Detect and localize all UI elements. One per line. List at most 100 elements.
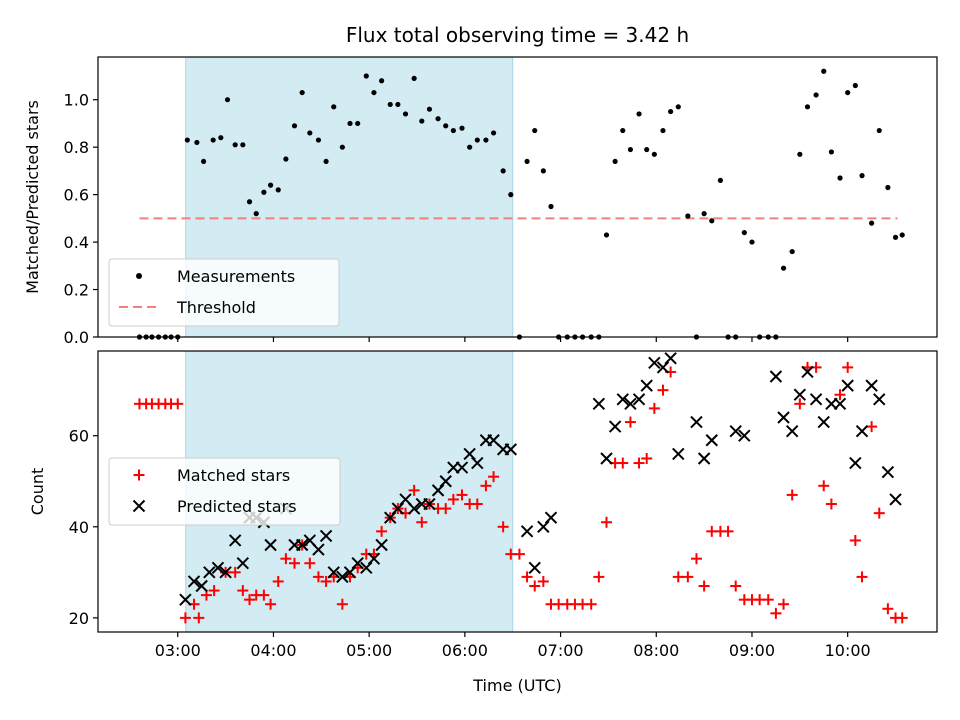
matched-star-point bbox=[537, 575, 549, 587]
matched-star-point bbox=[237, 585, 249, 597]
matched-star-point bbox=[447, 493, 459, 505]
matched-star-point bbox=[280, 553, 292, 565]
top-legend: Measurements Threshold bbox=[108, 258, 340, 327]
predicted-star-point bbox=[343, 566, 357, 579]
measurement-point bbox=[709, 218, 715, 224]
x-tick-label: 10:00 bbox=[825, 641, 871, 660]
top-y-tick-label: 0.0 bbox=[64, 328, 89, 347]
top-panel: 0.0 0.2 0.4 0.6 0.8 1.0 Flux total observing … bbox=[23, 23, 938, 347]
predicted-star-point bbox=[360, 561, 373, 574]
predicted-star-point bbox=[351, 557, 364, 570]
predicted-star-point bbox=[544, 511, 558, 524]
matched-star-point bbox=[896, 612, 908, 624]
measurement-point bbox=[224, 97, 231, 103]
bottom-y-tick-label: 20 bbox=[69, 609, 89, 628]
measurement-point bbox=[636, 111, 642, 117]
measurement-point bbox=[837, 175, 843, 181]
measurement-point bbox=[892, 234, 899, 240]
measurement-point bbox=[899, 232, 905, 238]
matched-star-point bbox=[648, 402, 660, 414]
measurement-point bbox=[402, 111, 409, 117]
measurement-point bbox=[459, 125, 465, 131]
predicted-star-point bbox=[471, 456, 484, 470]
predicted-star-point bbox=[690, 415, 703, 429]
legend-threshold-label: Threshold bbox=[176, 298, 256, 317]
predicted-star-point bbox=[228, 534, 242, 547]
measurement-point bbox=[660, 127, 666, 134]
top-legend-box bbox=[108, 258, 340, 327]
measurement-point bbox=[789, 248, 795, 255]
predicted-star-point bbox=[384, 511, 397, 524]
matched-star-point bbox=[312, 571, 324, 583]
matched-star-point bbox=[882, 603, 894, 615]
predicted-star-point bbox=[705, 434, 718, 447]
predicted-star-point bbox=[817, 415, 830, 429]
predicted-star-point bbox=[865, 379, 878, 392]
bottom-panel: 20 40 60 03:00 04:00 05:00 06:00 07:00 08:00 09:… bbox=[28, 350, 938, 695]
matched-star-point bbox=[408, 484, 420, 496]
x-tick-label: 09:00 bbox=[729, 641, 775, 660]
top-y-tick-label: 1.0 bbox=[64, 91, 89, 110]
measurement-point bbox=[387, 101, 393, 108]
measurement-point bbox=[200, 158, 207, 165]
measurement-point bbox=[741, 229, 747, 236]
measurement-point bbox=[275, 187, 281, 193]
bottom-y-tick-label: 40 bbox=[69, 518, 89, 537]
predicted-star-point bbox=[187, 575, 201, 588]
legend-matched-label: Matched stars bbox=[177, 466, 290, 485]
matched-star-point bbox=[672, 571, 684, 583]
measurement-point bbox=[184, 137, 190, 143]
top-y-ticks: 0.0 0.2 0.4 0.6 0.8 1.0 bbox=[64, 91, 98, 347]
measurement-point bbox=[299, 89, 305, 96]
measurement-point bbox=[651, 151, 657, 157]
matched-star-point bbox=[289, 557, 301, 569]
measurement-point bbox=[218, 135, 224, 141]
measurement-point bbox=[474, 137, 480, 143]
predicted-star-point bbox=[219, 566, 232, 579]
legend-predicted-marker bbox=[132, 499, 146, 513]
measurement-point bbox=[612, 158, 618, 165]
matched-star-point bbox=[440, 503, 452, 515]
measurement-point bbox=[339, 144, 345, 150]
predicted-star-point bbox=[624, 397, 637, 411]
matched-star-point bbox=[633, 457, 645, 469]
matched-star-point bbox=[818, 480, 830, 492]
predicted-star-point bbox=[656, 361, 670, 374]
bottom-x-ticks: 03:00 04:00 05:00 06:00 07:00 08:00 09:00 10:00 bbox=[155, 632, 871, 660]
matched-star-point bbox=[193, 612, 205, 624]
predicted-star-point bbox=[264, 538, 277, 552]
matched-star-point bbox=[272, 575, 284, 587]
matched-star-point bbox=[786, 489, 798, 501]
legend-predicted-label: Predicted stars bbox=[177, 497, 297, 516]
measurement-point bbox=[804, 104, 811, 110]
matched-star-point bbox=[258, 589, 270, 601]
matched-star-point bbox=[229, 566, 241, 578]
predicted-star-point bbox=[608, 420, 622, 433]
predicted-star-point bbox=[319, 529, 333, 543]
measurement-point bbox=[246, 199, 253, 205]
measurement-point bbox=[210, 137, 216, 143]
top-y-tick-label: 0.8 bbox=[64, 138, 89, 157]
measurement-point bbox=[532, 127, 538, 134]
measurement-point bbox=[540, 168, 546, 174]
x-axis-label: Time (UTC) bbox=[472, 676, 561, 695]
measurement-point bbox=[668, 108, 674, 115]
matched-star-point bbox=[657, 384, 669, 396]
measurement-points bbox=[136, 68, 905, 340]
matched-star-point bbox=[529, 580, 541, 592]
matched-star-point bbox=[873, 507, 885, 519]
top-x-ticks bbox=[177, 337, 849, 342]
matched-star-point bbox=[730, 580, 742, 592]
predicted-star-point bbox=[312, 543, 325, 556]
x-tick-label: 06:00 bbox=[442, 641, 488, 660]
predicted-star-point bbox=[833, 397, 847, 411]
matched-star-point bbox=[849, 534, 861, 546]
matched-star-point bbox=[690, 553, 702, 565]
legend-measurements-label: Measurements bbox=[177, 267, 295, 286]
x-tick-label: 04:00 bbox=[250, 641, 296, 660]
x-tick-label: 07:00 bbox=[538, 641, 584, 660]
predicted-star-point bbox=[809, 393, 823, 406]
predicted-star-point bbox=[295, 538, 309, 552]
measurement-point bbox=[323, 158, 329, 165]
